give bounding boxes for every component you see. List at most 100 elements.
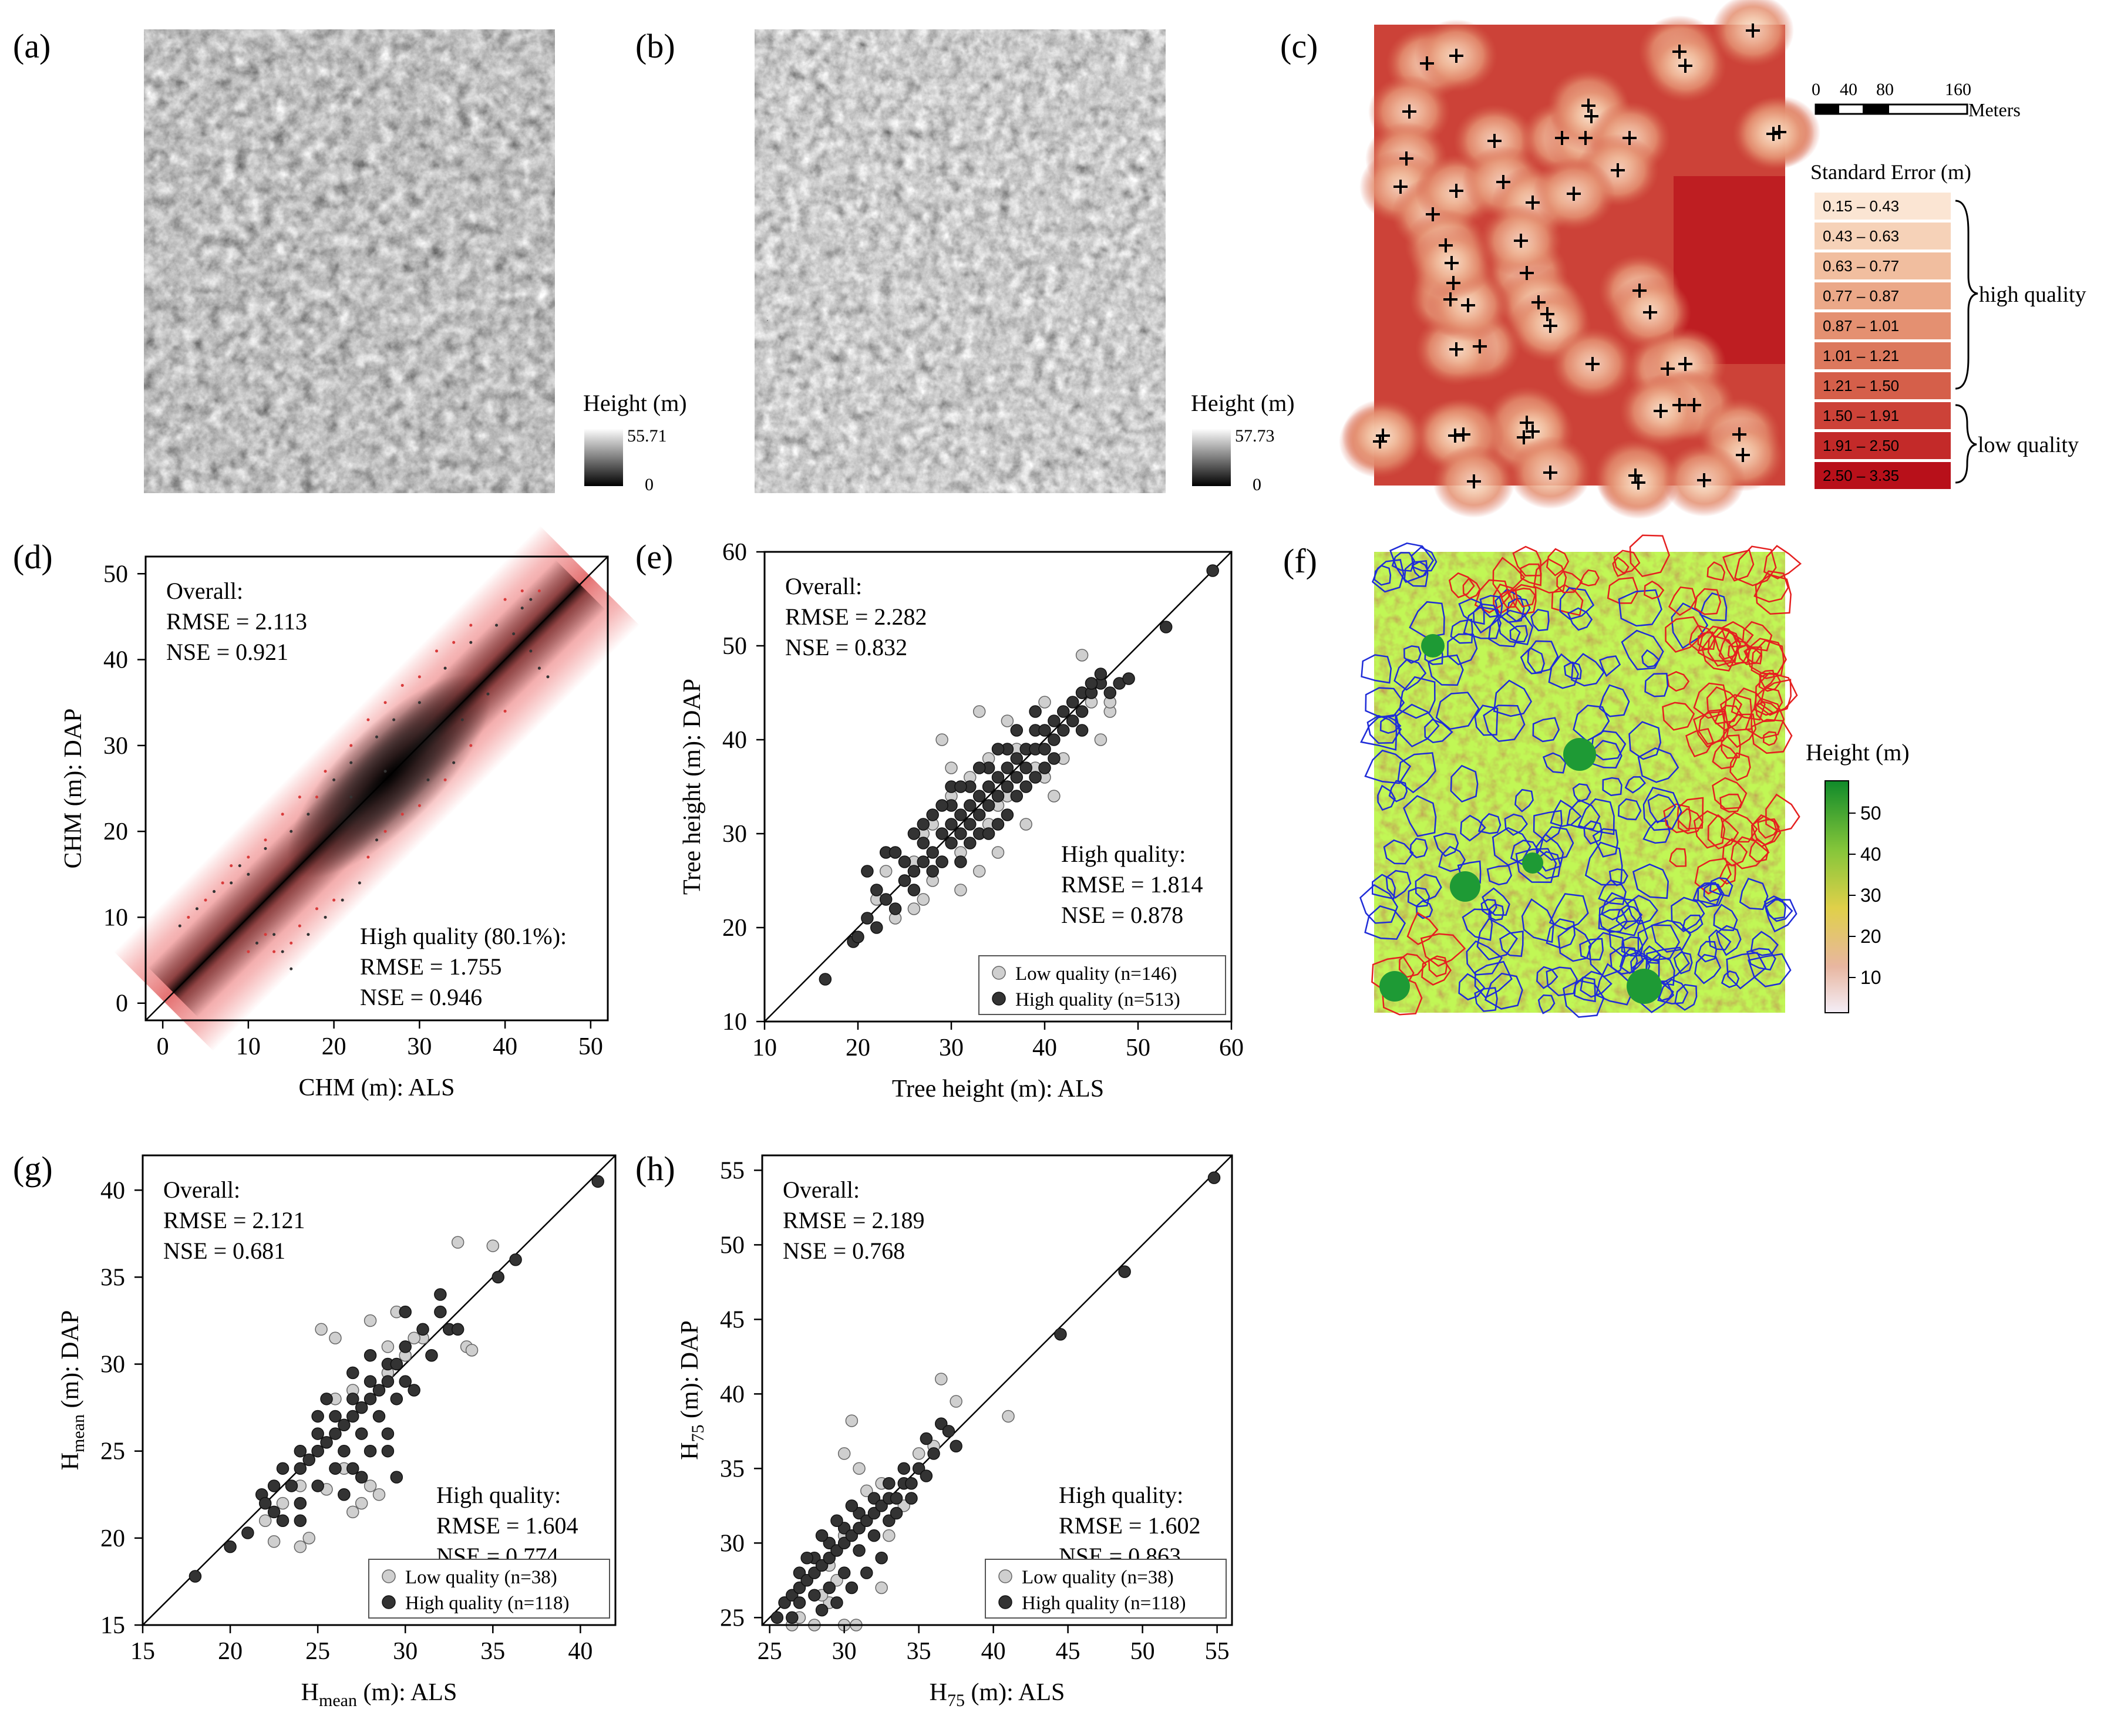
tree-crown-outline	[1549, 893, 1589, 930]
tree-crown-outline	[1416, 900, 1433, 919]
tree-crown-outline	[1360, 714, 1398, 751]
high-quality-rmse: RMSE = 1.814	[1061, 871, 1203, 898]
se-class-label: 0.87 – 1.01	[1823, 317, 1899, 335]
high-quality-point	[329, 1427, 342, 1440]
reference-tree-marker	[1376, 429, 1390, 443]
high-quality-rmse: RMSE = 1.604	[436, 1512, 578, 1539]
x-axis-title-rest: (m): ALS	[357, 1679, 457, 1706]
colorbar-tick-10: 10	[1860, 967, 1881, 988]
high-quality-point	[381, 1427, 395, 1440]
high-quality-point	[276, 1462, 290, 1475]
plot-frame	[761, 1154, 1233, 1626]
tree-crown-outline	[1411, 546, 1438, 572]
tree-crown-outline	[1427, 654, 1464, 686]
high-quality-point	[845, 1529, 859, 1542]
y-axis-title-rest: (m): DAP	[57, 1310, 84, 1414]
high-quality-point	[875, 1551, 888, 1565]
high-quality-point	[363, 1393, 377, 1405]
high-quality-point	[867, 1506, 881, 1520]
tree-crown-outline	[1721, 811, 1758, 843]
high-quality-point	[1001, 808, 1014, 821]
y-axis-title-main: H	[57, 1452, 84, 1470]
high-quality-point	[1010, 790, 1024, 803]
reference-tree-marker	[1531, 295, 1546, 309]
tree-crown-outline	[1694, 953, 1722, 985]
x-tick-label: 20	[846, 1034, 870, 1061]
low-quality-point	[897, 1499, 911, 1512]
tree-crown-outline	[1693, 682, 1728, 719]
tree-crown-outline	[1726, 952, 1767, 990]
low-quality-point	[383, 701, 387, 704]
se-class-swatch	[1815, 372, 1951, 399]
tree-crown-outline	[1608, 868, 1628, 886]
se-class-label: 2.50 – 3.35	[1823, 467, 1899, 484]
legend-low-quality-marker	[992, 966, 1006, 980]
reference-tree-marker	[1446, 276, 1460, 290]
high-quality-point	[529, 598, 533, 601]
tree-crown-outline	[1598, 879, 1627, 905]
high-quality-point	[800, 1574, 813, 1587]
tree-crown-outline	[1420, 933, 1466, 967]
legend-box	[985, 1559, 1227, 1619]
high-quality-point	[363, 1444, 377, 1458]
high-quality-point	[426, 778, 430, 781]
tree-crown-outline	[1731, 687, 1766, 721]
tree-crown-outline	[1546, 918, 1576, 949]
high-quality-point	[870, 884, 883, 896]
high-quality-point	[285, 1479, 298, 1492]
y-tick-label: 50	[103, 561, 128, 588]
tree-crown-outline	[1697, 625, 1742, 662]
tree-crown-outline	[1563, 979, 1605, 1018]
high-quality-point	[991, 771, 1005, 784]
high-quality-point	[823, 1551, 836, 1565]
tree-crown-outline	[1758, 669, 1775, 689]
tree-crown-outline	[1559, 587, 1595, 620]
low-quality-point	[332, 898, 336, 902]
high-quality-point	[945, 818, 958, 831]
y-tick-label: 10	[722, 1009, 747, 1036]
high-quality-point	[486, 692, 490, 696]
low-quality-point	[221, 881, 224, 885]
tree-crown-outline	[1551, 584, 1584, 616]
tree-crown-outline	[1713, 904, 1738, 931]
reference-tree-marker	[1555, 131, 1569, 145]
y-tick-label: 25	[720, 1604, 745, 1631]
one-to-one-line	[764, 551, 1232, 1022]
y-tick-label: 55	[720, 1157, 745, 1184]
tree-crown-outline	[1708, 929, 1732, 950]
se-class-swatch	[1815, 342, 1951, 369]
tree-crown-outline	[1583, 820, 1603, 845]
high-quality-point	[1206, 564, 1219, 577]
y-tick-label: 60	[722, 539, 747, 566]
low-quality-point	[315, 1323, 328, 1336]
plot-frame	[142, 1154, 617, 1626]
high-quality-point	[224, 1540, 237, 1553]
reference-tree-marker	[1678, 357, 1692, 371]
tree-crown-outline	[1618, 798, 1642, 821]
low-quality-point	[503, 709, 507, 713]
tree-crown-outline	[1483, 704, 1526, 742]
reference-tree-marker	[1746, 23, 1760, 38]
tree-crown-outline	[1492, 827, 1531, 867]
tree-crown-outline	[1424, 719, 1453, 743]
high-quality-point	[399, 1340, 412, 1353]
low-quality-point	[917, 893, 930, 906]
reference-tree-marker	[1697, 473, 1711, 487]
x-tick-label: 50	[1126, 1034, 1150, 1061]
x-axis-title: H75 (m): ALS	[930, 1679, 1065, 1710]
tree-crown-outline	[1488, 903, 1504, 921]
high-quality-point	[770, 1611, 784, 1624]
high-quality-point	[425, 1349, 438, 1362]
reference-tree-marker	[1678, 59, 1692, 73]
tree-crown-outline	[1697, 884, 1725, 908]
high-quality-point	[897, 1462, 911, 1475]
tree-crown-outline	[1536, 966, 1558, 989]
reference-tree-marker	[1402, 105, 1416, 119]
overall-rmse: RMSE = 2.113	[166, 608, 307, 635]
low-quality-point	[363, 1314, 377, 1327]
high-quality-point	[1075, 705, 1089, 718]
tree-crown-outline	[1571, 653, 1605, 687]
reference-tree-marker	[1540, 307, 1554, 321]
tree-crown-outline	[1385, 869, 1412, 899]
reference-tree-marker	[1520, 416, 1534, 430]
